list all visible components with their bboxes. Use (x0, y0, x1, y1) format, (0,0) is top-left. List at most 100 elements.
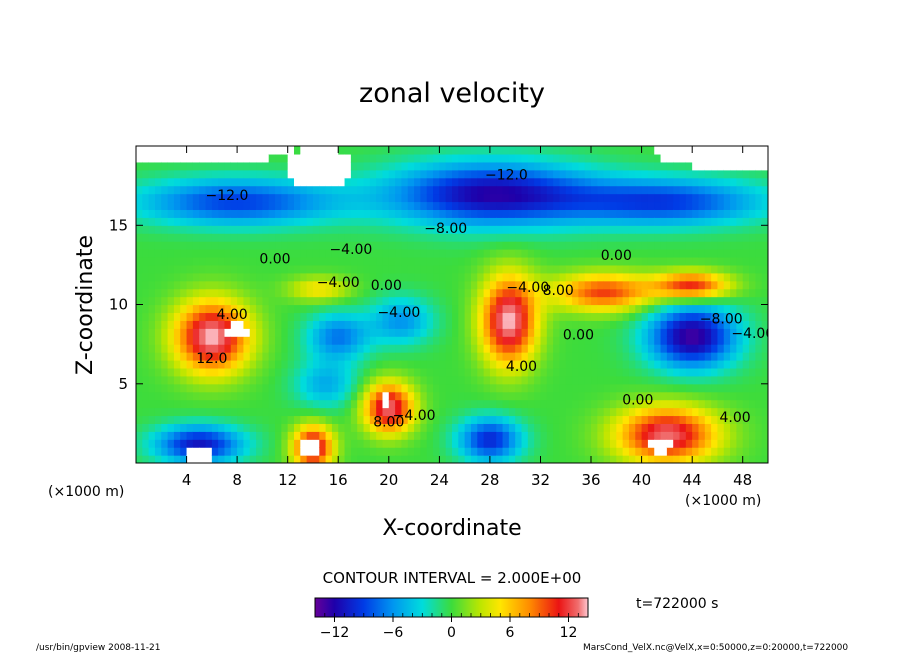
field-cell (584, 153, 592, 163)
field-cell (723, 185, 731, 195)
field-cell (186, 201, 194, 211)
field-cell (445, 193, 453, 203)
field-cell (369, 328, 377, 337)
field-cell (603, 161, 611, 171)
field-cell (546, 439, 554, 448)
field-cell (275, 169, 282, 179)
field-cell (199, 256, 207, 266)
field-cell (666, 375, 674, 385)
field-cell (445, 288, 453, 298)
field-cell (470, 375, 478, 385)
field-cell (312, 256, 320, 266)
field-cell (692, 383, 700, 393)
field-cell (388, 439, 396, 448)
field-cell (173, 177, 181, 187)
field-cell (426, 328, 434, 337)
field-cell (603, 391, 611, 401)
field-cell (369, 367, 377, 377)
field-cell (584, 431, 592, 440)
field-cell (243, 185, 251, 195)
field-cell (723, 423, 731, 432)
field-cell (647, 264, 655, 274)
field-cell (622, 320, 630, 329)
field-cell (154, 359, 162, 369)
field-cell (660, 320, 668, 329)
field-cell (224, 249, 232, 258)
field-cell (407, 399, 415, 409)
field-cell (470, 209, 478, 218)
field-cell (698, 169, 706, 179)
field-cell (742, 272, 750, 282)
field-cell (559, 233, 567, 242)
field-cell (502, 185, 510, 195)
field-cell (641, 249, 649, 258)
field-cell (306, 304, 314, 314)
field-cell (704, 249, 712, 258)
field-cell (414, 185, 421, 195)
field-cell (388, 455, 396, 463)
field-cell (369, 185, 377, 195)
field-cell (325, 320, 333, 329)
field-cell (603, 249, 611, 258)
field-cell (565, 320, 573, 329)
field-cell (610, 249, 617, 258)
field-cell (717, 407, 725, 417)
field-cell (553, 256, 561, 266)
contour-label: 0.00 (563, 327, 594, 343)
field-cell (281, 264, 289, 274)
field-cell (489, 185, 497, 195)
field-cell (654, 320, 662, 329)
field-cell (407, 431, 415, 440)
field-cell (192, 288, 200, 298)
field-cell (641, 146, 649, 155)
field-cell (711, 201, 719, 211)
field-cell (730, 233, 737, 242)
field-cell (395, 193, 403, 203)
field-cell (736, 391, 744, 401)
field-cell (730, 296, 737, 306)
field-cell (211, 431, 219, 440)
field-cell (186, 423, 194, 432)
field-cell (654, 264, 662, 274)
field-cell (458, 280, 466, 290)
field-cell (445, 153, 453, 163)
field-cell (654, 161, 662, 171)
field-cell (357, 455, 365, 463)
field-cell (445, 320, 453, 329)
field-cell (692, 249, 700, 258)
field-cell (603, 383, 611, 393)
field-cell (243, 177, 251, 187)
field-cell (584, 439, 592, 448)
field-cell (660, 312, 668, 321)
field-cell (749, 296, 756, 306)
field-cell (464, 439, 472, 448)
field-cell (439, 153, 447, 163)
field-cell (578, 209, 586, 218)
field-cell (477, 455, 485, 463)
field-cell (420, 209, 428, 218)
field-cell (363, 296, 371, 306)
field-cell (243, 439, 251, 448)
field-cell (616, 344, 624, 353)
field-cell (521, 146, 529, 155)
field-cell (161, 399, 169, 409)
field-cell (489, 312, 497, 321)
field-cell (723, 304, 731, 314)
field-cell (698, 233, 706, 242)
field-cell (597, 359, 605, 369)
field-cell (249, 288, 257, 298)
field-cell (325, 455, 333, 463)
field-cell (205, 153, 213, 163)
field-cell (136, 169, 143, 179)
field-cell (698, 153, 706, 163)
field-cell (591, 264, 598, 274)
field-cell (610, 383, 617, 393)
field-cell (477, 375, 485, 385)
field-cell (616, 407, 624, 417)
field-cell (180, 431, 188, 440)
field-cell (268, 256, 276, 266)
field-cell (483, 233, 491, 242)
field-cell (256, 193, 263, 203)
field-cell (641, 169, 649, 179)
field-cell (470, 161, 478, 171)
